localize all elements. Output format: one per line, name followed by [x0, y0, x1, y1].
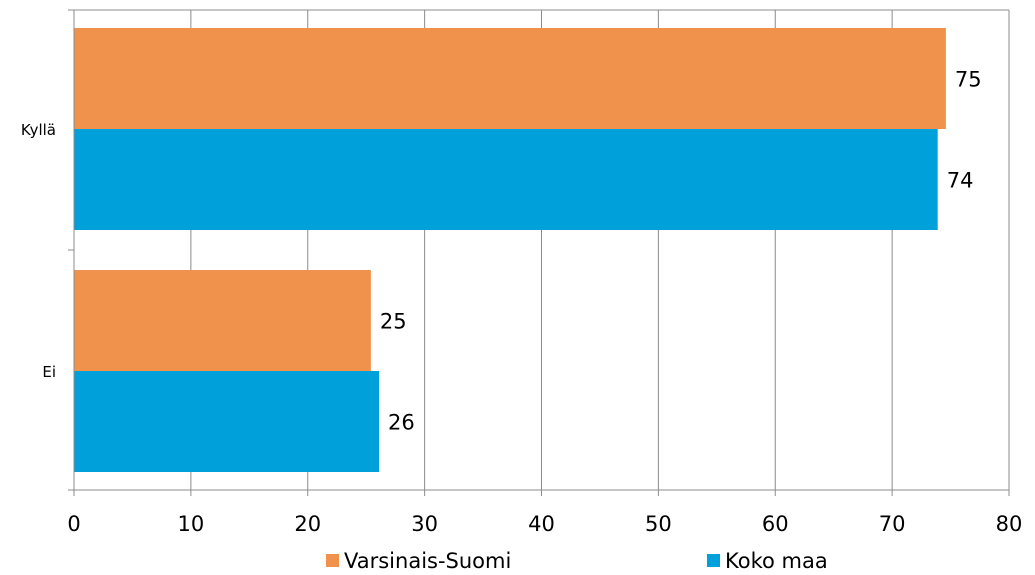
legend-label-0: Varsinais-Suomi	[344, 549, 511, 573]
legend-label-1: Koko maa	[725, 549, 828, 573]
category-label-1: Ei	[42, 363, 56, 381]
legend-swatch-1	[707, 554, 720, 567]
data-label-kyllä-1: 74	[947, 169, 974, 193]
bar-ei-0	[74, 270, 371, 371]
x-axis-ticks: 0 10 20 30 40 50 60 70 80	[67, 490, 1022, 536]
data-labels: 75 74 25 26	[380, 68, 982, 435]
x-tick-label-70: 70	[879, 512, 906, 536]
legend-swatch-0	[326, 554, 339, 567]
x-tick-label-30: 30	[411, 512, 438, 536]
x-tick-label-50: 50	[645, 512, 672, 536]
x-tick-label-20: 20	[294, 512, 321, 536]
x-tick-label-0: 0	[67, 512, 80, 536]
x-tick-label-60: 60	[762, 512, 789, 536]
data-label-ei-0: 25	[380, 310, 407, 334]
bar-ei-1	[74, 371, 380, 472]
bar-kyllä-0	[74, 28, 946, 129]
bar-kyllä-1	[74, 129, 938, 230]
category-label-0: Kyllä	[21, 121, 56, 139]
x-tick-label-10: 10	[178, 512, 205, 536]
legend: Varsinais-Suomi Koko maa	[326, 549, 828, 573]
bars	[74, 28, 946, 472]
x-tick-label-80: 80	[996, 512, 1023, 536]
data-label-kyllä-0: 75	[955, 68, 982, 92]
data-label-ei-1: 26	[388, 411, 415, 435]
category-labels: Kyllä Ei	[21, 121, 56, 381]
x-tick-label-40: 40	[528, 512, 555, 536]
